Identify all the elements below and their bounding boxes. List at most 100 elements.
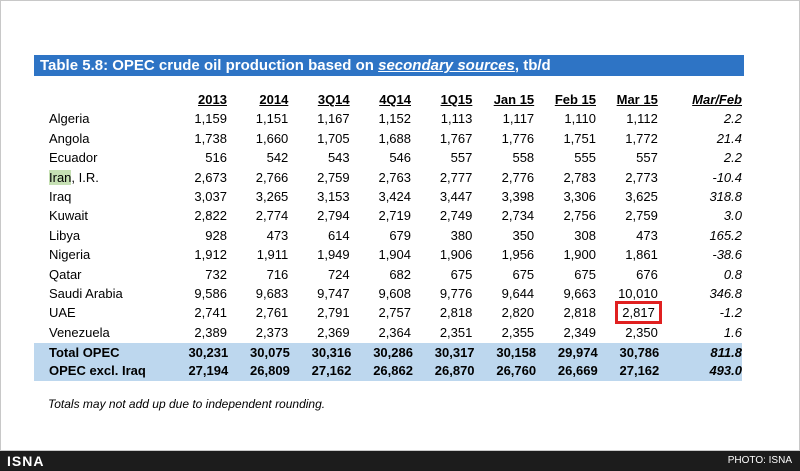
value-cell: 3,153 [317, 189, 350, 205]
header-feb15: Feb 15 [554, 92, 596, 107]
country-name-suffix: , I.R. [71, 169, 99, 185]
table-row: Angola 1,738 1,660 1,705 1,688 1,767 1,7… [40, 129, 742, 148]
header-2014: 2014 [259, 92, 289, 107]
title-prefix: Table 5.8: OPEC crude oil production bas… [40, 57, 379, 74]
value-cell: 614 [327, 227, 350, 243]
value-cell: 2,774 [255, 208, 289, 224]
value-cell: 2,369 [317, 324, 350, 340]
country-name: Qatar [49, 266, 82, 282]
value-cell: 555 [574, 150, 596, 166]
value-cell: 1,167 [317, 111, 350, 127]
value-cell: 2,734 [501, 208, 535, 224]
total-value: 26,760 [496, 363, 537, 378]
value-cell: 2,817 [596, 301, 662, 325]
country-name: Iraq [49, 189, 72, 205]
total-value: 27,162 [311, 363, 352, 378]
value-cell: 1,152 [378, 111, 412, 127]
value-cell: 546 [389, 150, 412, 166]
value-cell: 675 [512, 266, 535, 282]
value-cell: 724 [327, 266, 350, 282]
isna-logo: ISNA [7, 453, 45, 469]
value-cell: 9,776 [439, 286, 473, 302]
value-cell: 1,949 [317, 247, 350, 263]
table-row: UAE 2,741 2,761 2,791 2,757 2,818 2,820 … [40, 301, 742, 325]
country-rows: Algeria 1,159 1,151 1,167 1,152 1,113 1,… [40, 109, 742, 342]
table-row: Iraq 3,037 3,265 3,153 3,424 3,447 3,398… [40, 187, 742, 206]
value-cell: 2,749 [439, 208, 473, 224]
total-value: 30,316 [311, 345, 352, 360]
change-cell: -1.2 [719, 305, 742, 321]
total-change: 493.0 [709, 363, 742, 378]
table-row: Kuwait 2,822 2,774 2,794 2,719 2,749 2,7… [40, 206, 742, 225]
value-cell: 2,783 [563, 169, 596, 185]
country-name: Libya [49, 227, 81, 243]
value-cell: 716 [266, 266, 289, 282]
change-cell: -10.4 [712, 169, 742, 185]
header-mar15: Mar 15 [616, 92, 658, 107]
change-cell: 165.2 [709, 227, 742, 243]
footnote: Totals may not add up due to independent… [48, 397, 326, 411]
value-cell: 675 [450, 266, 473, 282]
value-cell: 1,904 [378, 247, 412, 263]
total-value: 26,809 [250, 363, 290, 378]
country-name: Iran, I.R. [40, 168, 166, 187]
value-cell: 1,776 [501, 130, 535, 146]
value-cell: 3,447 [439, 189, 473, 205]
value-cell: 2,818 [439, 305, 473, 321]
header-country [40, 90, 166, 109]
value-cell: 557 [636, 150, 658, 166]
value-cell: 308 [574, 227, 596, 243]
total-value: 30,158 [496, 345, 537, 360]
value-cell: 3,398 [501, 189, 535, 205]
total-change: 811.8 [710, 345, 742, 360]
value-cell: 1,117 [502, 111, 535, 127]
value-cell: 2,719 [378, 208, 412, 224]
country-name: Ecuador [49, 150, 98, 166]
value-cell: 3,306 [563, 189, 596, 205]
value-cell: 1,688 [378, 130, 412, 146]
value-cell: 2,351 [439, 324, 473, 340]
value-cell: 2,373 [255, 324, 289, 340]
value-cell: 2,349 [563, 324, 596, 340]
change-cell: 0.8 [723, 266, 742, 282]
total-label: Total OPEC [49, 345, 120, 360]
value-cell: 1,751 [563, 130, 596, 146]
value-cell: 2,820 [501, 305, 535, 321]
table-row: Saudi Arabia 9,586 9,683 9,747 9,608 9,7… [40, 284, 742, 303]
value-cell: 3,424 [378, 189, 412, 205]
total-value: 29,974 [557, 345, 598, 360]
header-jan15: Jan 15 [493, 92, 535, 107]
value-cell: 2,761 [255, 305, 289, 321]
table-row: Venezuela 2,389 2,373 2,369 2,364 2,351 … [40, 323, 742, 342]
value-cell: 732 [205, 266, 227, 282]
value-cell: 1,110 [564, 111, 596, 127]
value-cell: 2,350 [625, 324, 658, 340]
value-cell: 2,766 [255, 169, 289, 185]
table-row: Qatar 732 716 724 682 675 675 675 676 0.… [40, 265, 742, 284]
country-name: UAE [49, 305, 76, 321]
change-cell: 3.0 [723, 208, 742, 224]
value-cell: 2,355 [501, 324, 535, 340]
change-cell: 2.2 [723, 150, 742, 166]
iran-highlight: Iran [49, 169, 72, 185]
value-cell: 2,763 [378, 169, 412, 185]
highlighted-value: 2,817 [615, 301, 662, 325]
value-cell: 1,911 [256, 247, 289, 263]
value-cell: 1,900 [563, 247, 596, 263]
value-cell: 9,747 [317, 286, 350, 302]
value-cell: 473 [636, 227, 658, 243]
total-value: 30,286 [373, 345, 413, 360]
footer-bar: ISNA PHOTO: ISNA [0, 451, 800, 471]
value-cell: 3,265 [255, 189, 289, 205]
totals-band [34, 343, 742, 381]
table-row: Libya 928 473 614 679 380 350 308 473 16… [40, 226, 742, 245]
value-cell: 2,759 [625, 208, 658, 224]
total-label: OPEC excl. Iraq [49, 363, 146, 378]
total-row: Total OPEC 30,231 30,075 30,316 30,286 3… [40, 344, 742, 362]
header-row: 2013 2014 3Q14 4Q14 1Q15 Jan 15 Feb 15 M… [40, 90, 742, 109]
value-cell: 3,037 [194, 189, 227, 205]
total-value: 30,075 [250, 345, 290, 360]
value-cell: 9,608 [378, 286, 412, 302]
value-cell: 3,625 [625, 189, 658, 205]
country-name: Algeria [49, 111, 90, 127]
